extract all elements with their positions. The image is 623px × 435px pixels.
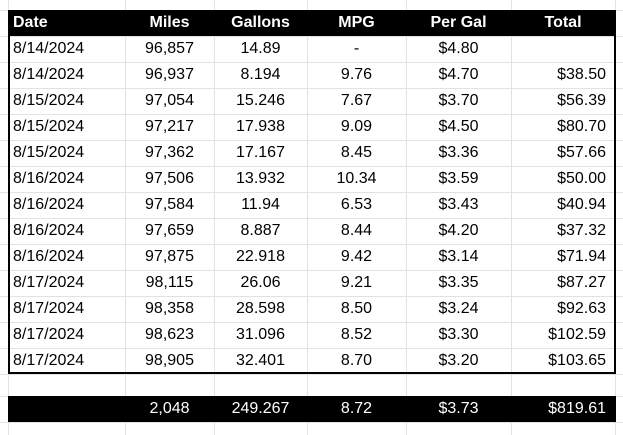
cell-date[interactable]: 8/14/2024 bbox=[13, 66, 85, 83]
cell-mpg[interactable]: 8.45 bbox=[340, 144, 373, 161]
cell-per-gal[interactable]: $4.70 bbox=[438, 66, 479, 83]
header-per-gal[interactable]: Per Gal bbox=[430, 14, 487, 31]
cell-per-gal[interactable]: $3.14 bbox=[438, 248, 479, 265]
cell-total[interactable]: $87.27 bbox=[557, 274, 606, 291]
cell-miles[interactable]: 96,937 bbox=[145, 66, 194, 83]
cell-gallons[interactable]: 11.94 bbox=[241, 196, 280, 213]
cell-miles[interactable]: 97,875 bbox=[145, 248, 194, 265]
cell-date[interactable]: 8/17/2024 bbox=[13, 300, 85, 317]
cell-miles[interactable]: 98,905 bbox=[145, 352, 194, 369]
cell-gallons[interactable]: 8.194 bbox=[240, 66, 281, 83]
cell-date[interactable]: 8/15/2024 bbox=[13, 92, 85, 109]
cell-gallons[interactable]: 22.918 bbox=[236, 248, 285, 265]
cell-gallons[interactable]: 17.167 bbox=[236, 144, 285, 161]
cell-mpg[interactable]: 8.70 bbox=[340, 352, 373, 369]
cell-per-gal[interactable]: $3.70 bbox=[438, 92, 479, 109]
header-mpg[interactable]: MPG bbox=[338, 14, 375, 31]
cell-mpg[interactable]: - bbox=[353, 40, 360, 57]
cell-date[interactable]: 8/14/2024 bbox=[13, 40, 85, 57]
cell-mpg[interactable]: 8.50 bbox=[340, 300, 373, 317]
total-date[interactable] bbox=[10, 396, 125, 422]
cell-gallons[interactable]: 31.096 bbox=[236, 326, 285, 343]
cell-total[interactable] bbox=[511, 36, 615, 62]
cell-per-gal[interactable]: $3.59 bbox=[438, 170, 479, 187]
cell-mpg[interactable]: 9.09 bbox=[340, 118, 373, 135]
cell-per-gal[interactable]: $3.43 bbox=[438, 196, 479, 213]
cell-date[interactable]: 8/16/2024 bbox=[13, 196, 85, 213]
total-miles[interactable]: 2,048 bbox=[149, 400, 190, 417]
cell-total[interactable]: $80.70 bbox=[557, 118, 606, 135]
cell-per-gal[interactable]: $4.50 bbox=[438, 118, 479, 135]
header-miles[interactable]: Miles bbox=[149, 14, 190, 31]
header-row-background bbox=[8, 10, 616, 36]
cell-gallons[interactable]: 26.06 bbox=[240, 274, 281, 291]
cell-date[interactable]: 8/16/2024 bbox=[13, 170, 85, 187]
cell-mpg[interactable]: 8.44 bbox=[340, 222, 373, 239]
cell-date[interactable]: 8/17/2024 bbox=[13, 352, 85, 369]
cell-gallons[interactable]: 28.598 bbox=[236, 300, 285, 317]
cell-total[interactable]: $102.59 bbox=[548, 326, 606, 343]
cell-date[interactable]: 8/15/2024 bbox=[13, 144, 85, 161]
cell-gallons[interactable]: 14.89 bbox=[240, 40, 281, 57]
cell-total[interactable]: $37.32 bbox=[557, 222, 606, 239]
cell-per-gal[interactable]: $3.36 bbox=[438, 144, 479, 161]
totals-row-background bbox=[8, 396, 616, 422]
header-date[interactable]: Date bbox=[13, 14, 48, 31]
cell-miles[interactable]: 98,358 bbox=[145, 300, 194, 317]
cell-date[interactable]: 8/17/2024 bbox=[13, 326, 85, 343]
cell-mpg[interactable]: 10.34 bbox=[336, 170, 377, 187]
cell-total[interactable]: $71.94 bbox=[557, 248, 606, 265]
cell-date[interactable]: 8/16/2024 bbox=[13, 248, 85, 265]
cell-total[interactable]: $103.65 bbox=[548, 352, 606, 369]
cell-per-gal[interactable]: $3.24 bbox=[438, 300, 479, 317]
cell-miles[interactable]: 97,506 bbox=[145, 170, 194, 187]
cell-mpg[interactable]: 6.53 bbox=[340, 196, 373, 213]
cell-mpg[interactable]: 9.76 bbox=[340, 66, 373, 83]
total-mpg[interactable]: 8.72 bbox=[340, 400, 373, 417]
cell-per-gal[interactable]: $4.80 bbox=[438, 40, 479, 57]
cell-mpg[interactable]: 8.52 bbox=[340, 326, 373, 343]
cell-per-gal[interactable]: $4.20 bbox=[438, 222, 479, 239]
header-total[interactable]: Total bbox=[544, 14, 582, 31]
cell-total[interactable]: $40.94 bbox=[557, 196, 606, 213]
cell-date[interactable]: 8/15/2024 bbox=[13, 118, 85, 135]
total-total[interactable]: $819.61 bbox=[548, 400, 606, 417]
cell-gallons[interactable]: 32.401 bbox=[236, 352, 285, 369]
cell-mpg[interactable]: 7.67 bbox=[340, 92, 373, 109]
cell-miles[interactable]: 97,659 bbox=[145, 222, 194, 239]
cell-total[interactable]: $56.39 bbox=[557, 92, 606, 109]
cell-date[interactable]: 8/17/2024 bbox=[13, 274, 85, 291]
cell-per-gal[interactable]: $3.35 bbox=[438, 274, 479, 291]
cell-miles[interactable]: 97,054 bbox=[145, 92, 194, 109]
cell-miles[interactable]: 97,217 bbox=[145, 118, 194, 135]
cell-gallons[interactable]: 15.246 bbox=[236, 92, 285, 109]
cell-miles[interactable]: 97,584 bbox=[145, 196, 194, 213]
cell-miles[interactable]: 98,115 bbox=[145, 274, 194, 291]
cell-mpg[interactable]: 9.42 bbox=[340, 248, 373, 265]
total-gallons[interactable]: 249.267 bbox=[231, 400, 290, 417]
cell-mpg[interactable]: 9.21 bbox=[340, 274, 373, 291]
cell-miles[interactable]: 97,362 bbox=[145, 144, 194, 161]
header-gallons[interactable]: Gallons bbox=[231, 14, 290, 31]
cell-gallons[interactable]: 17.938 bbox=[236, 118, 285, 135]
cell-gallons[interactable]: 8.887 bbox=[240, 222, 281, 239]
cell-total[interactable]: $38.50 bbox=[557, 66, 606, 83]
cell-date[interactable]: 8/16/2024 bbox=[13, 222, 85, 239]
cell-per-gal[interactable]: $3.20 bbox=[438, 352, 479, 369]
cell-total[interactable]: $50.00 bbox=[557, 170, 606, 187]
cell-miles[interactable]: 96,857 bbox=[145, 40, 194, 57]
cell-total[interactable]: $92.63 bbox=[557, 300, 606, 317]
cell-miles[interactable]: 98,623 bbox=[145, 326, 194, 343]
cell-total[interactable]: $57.66 bbox=[557, 144, 606, 161]
cell-gallons[interactable]: 13.932 bbox=[236, 170, 285, 187]
total-per-gal[interactable]: $3.73 bbox=[438, 400, 479, 417]
cell-per-gal[interactable]: $3.30 bbox=[438, 326, 479, 343]
